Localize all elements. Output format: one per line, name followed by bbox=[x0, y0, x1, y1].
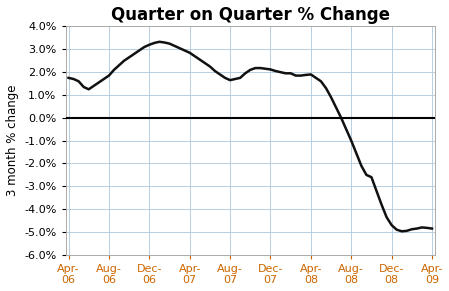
Title: Quarter on Quarter % Change: Quarter on Quarter % Change bbox=[111, 6, 390, 24]
Y-axis label: 3 month % change: 3 month % change bbox=[5, 85, 18, 196]
